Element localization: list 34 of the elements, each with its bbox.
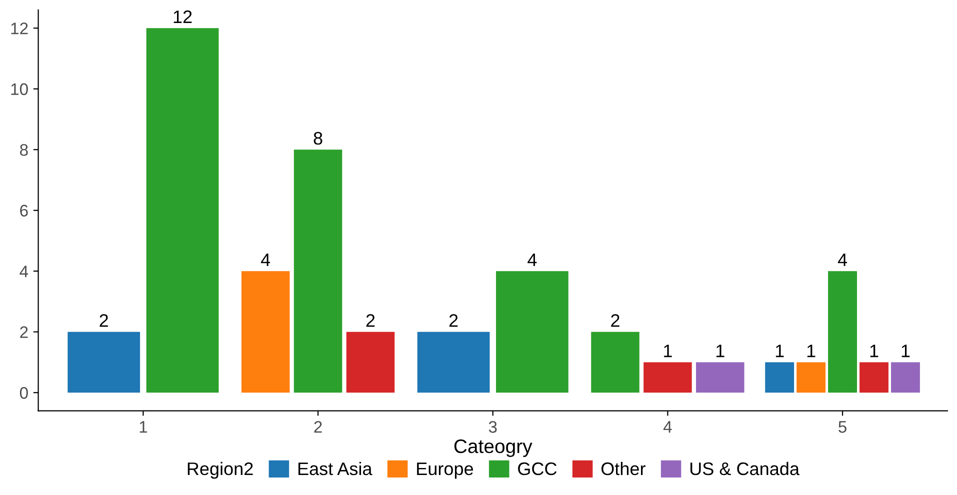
legend-title: Region2 <box>188 462 253 479</box>
data-label: 2 <box>366 314 375 327</box>
y-tick-label: 0 <box>20 387 28 399</box>
x-tick-label: 5 <box>838 421 846 433</box>
data-label: 4 <box>528 254 537 266</box>
data-label: 1 <box>902 344 910 358</box>
data-label: 1 <box>807 344 816 358</box>
data-label: 2 <box>100 314 108 327</box>
data-label: 8 <box>314 132 322 145</box>
data-label: 12 <box>174 10 192 23</box>
data-label: 2 <box>611 314 620 327</box>
legend-label: US & Canada <box>690 462 800 476</box>
y-tick-label: 8 <box>20 144 28 156</box>
legend-label: GCC <box>518 462 557 476</box>
x-axis-title: Cateogry <box>454 439 532 458</box>
y-tick-label: 2 <box>20 326 28 338</box>
y-tick-label: 4 <box>20 266 28 278</box>
legend-label: East Asia <box>298 462 372 476</box>
x-tick-label: 3 <box>488 421 497 433</box>
y-tick-label: 10 <box>11 83 28 96</box>
x-tick-label: 1 <box>140 421 148 433</box>
x-tick-label: 4 <box>663 421 672 433</box>
y-tick-label: 6 <box>20 204 28 217</box>
legend-label: Europe <box>417 462 474 479</box>
y-tick-label: 12 <box>11 22 28 34</box>
legend-label: Other <box>601 462 646 476</box>
data-label: 1 <box>664 344 672 358</box>
data-label: 4 <box>260 254 270 266</box>
x-tick-label: 2 <box>314 421 322 433</box>
data-label: 1 <box>776 344 784 358</box>
data-label: 4 <box>838 254 848 266</box>
data-label: 1 <box>716 344 724 358</box>
data-label: 1 <box>870 344 878 358</box>
data-label: 2 <box>449 314 458 327</box>
